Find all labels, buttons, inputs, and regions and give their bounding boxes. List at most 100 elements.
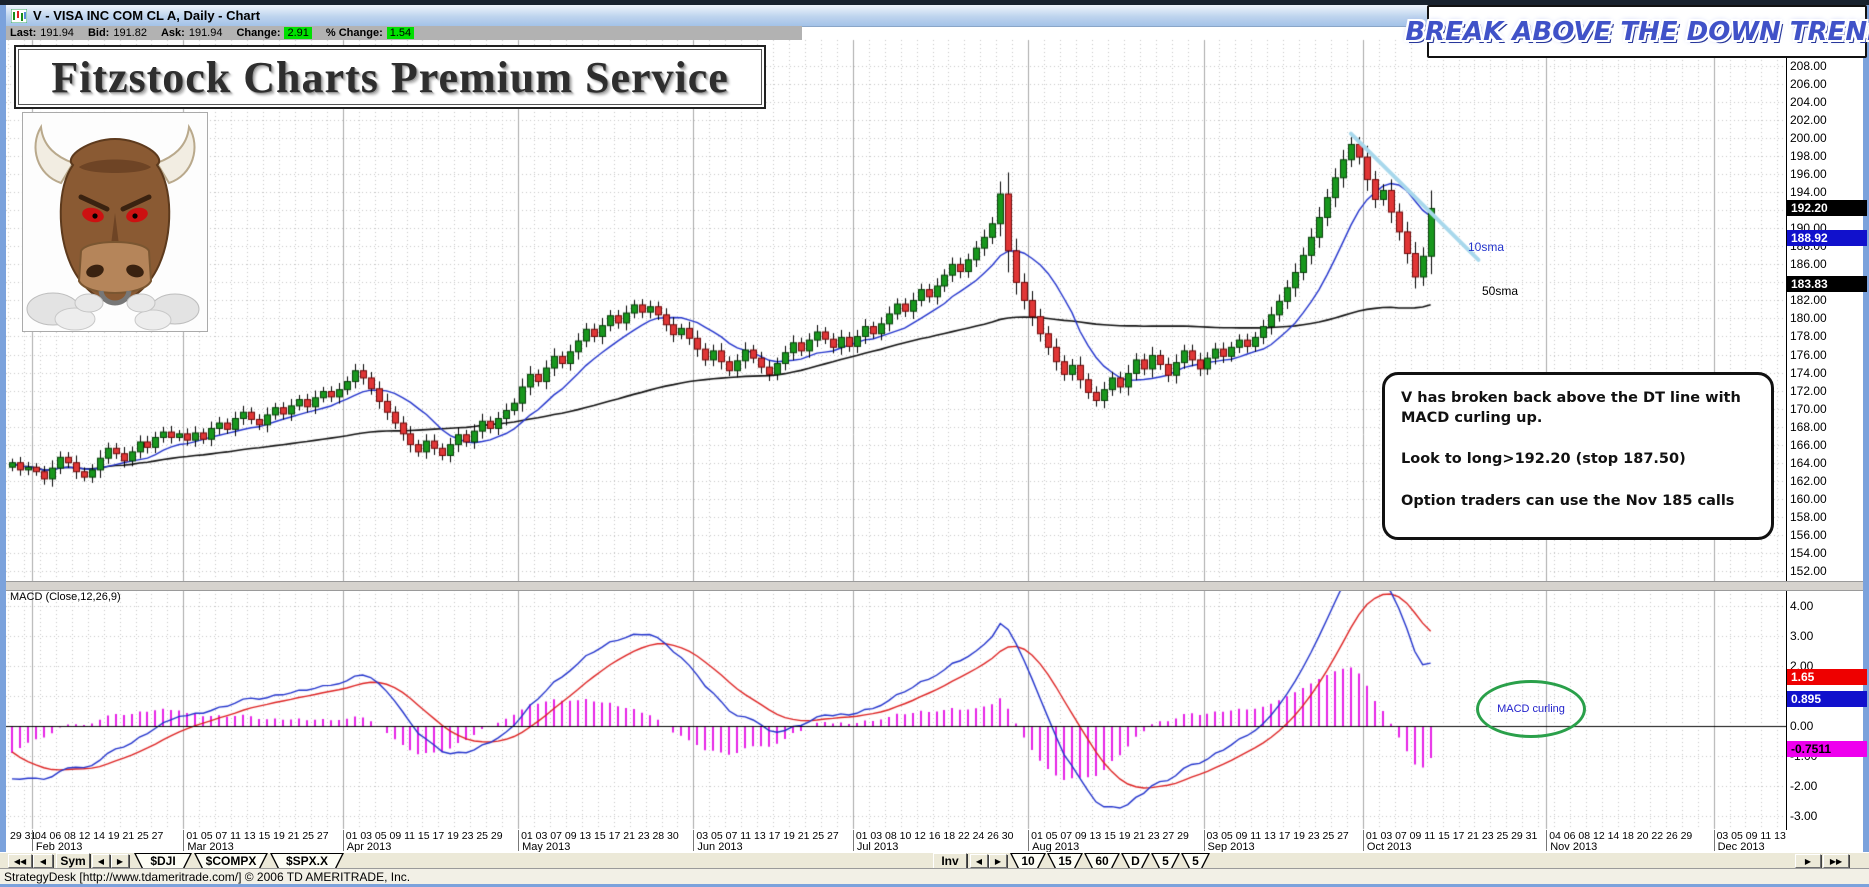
- date-axis-month: 01 03 05 09 11 15 17 19 23 25 29 Apr 2013: [342, 830, 518, 853]
- nav-arrow-button[interactable]: ◀◀: [8, 854, 32, 868]
- panel-separator[interactable]: [6, 581, 1863, 591]
- break-above-banner: BREAK ABOVE THE DOWN TREND: [1405, 5, 1869, 58]
- fitzstock-banner: Fitzstock Charts Premium Service: [14, 45, 766, 109]
- tab-label: $SPX.X: [271, 854, 343, 868]
- trade-note-line-3: Option traders can use the Nov 185 calls: [1401, 492, 1735, 509]
- date-axis-lead: 29 31: [8, 830, 42, 851]
- date-ticks: 03 05 09 11 13 17 19 23 25 27: [1206, 830, 1349, 841]
- quote-bar: Last: 191.94 Bid: 191.82 Ask: 191.94 Cha…: [6, 26, 802, 40]
- month-label: Oct 2013: [1366, 841, 1412, 853]
- price-tick: 176.00: [1790, 347, 1827, 362]
- interval-tab-d[interactable]: D: [1121, 853, 1150, 869]
- price-tick: 164.00: [1790, 455, 1827, 470]
- price-tick: 152.00: [1790, 563, 1827, 578]
- pct-change-label: % Change:: [325, 27, 383, 39]
- price-tick: 206.00: [1790, 77, 1827, 92]
- price-tick: 202.00: [1790, 113, 1827, 128]
- change-value: 2.91: [284, 27, 312, 39]
- date-ticks: 01 03 08 10 12 16 18 22 24 26 30: [855, 830, 1014, 841]
- date-ticks: 01 03 05 09 11 15 17 19 23 25 29: [345, 830, 503, 841]
- pct-change-value: 1.54: [386, 27, 415, 39]
- price-tick: 200.00: [1790, 131, 1827, 146]
- price-tick: 182.00: [1790, 293, 1827, 308]
- price-tick: 208.00: [1790, 59, 1827, 73]
- date-ticks: 01 05 07 09 13 15 19 21 23 27 29: [1031, 830, 1189, 841]
- inv-button[interactable]: Inv: [933, 853, 967, 869]
- trade-note-line-1: V has broken back above the DT line with…: [1401, 390, 1741, 426]
- date-axis-month: 01 03 07 09 13 15 17 21 23 28 30 May 2013: [518, 830, 693, 853]
- month-label: Feb 2013: [35, 841, 83, 853]
- date-ticks: 01 03 07 09 13 15 17 21 23 28 30: [521, 830, 679, 841]
- macd-tick: 3.00: [1790, 629, 1814, 643]
- nav-arrow-button[interactable]: ▶: [111, 854, 129, 868]
- date-axis-month: 01 03 07 09 11 15 17 21 23 25 29 31 Oct 2…: [1362, 830, 1546, 853]
- price-tick: 196.00: [1790, 167, 1827, 182]
- interval-tab-15[interactable]: 15: [1047, 853, 1083, 869]
- fitzstock-banner-text: Fitzstock Charts Premium Service: [51, 52, 729, 102]
- trade-note-box: V has broken back above the DT line with…: [1382, 372, 1774, 540]
- window-frame-right: [1863, 5, 1869, 887]
- date-axis-month: 03 05 09 11 13 17 19 23 25 27 Sep 2013: [1203, 830, 1363, 853]
- axis-value-tag: 183.83: [1787, 275, 1867, 292]
- window-frame-left: [0, 5, 6, 887]
- ask-label: Ask:: [160, 27, 185, 39]
- interval-tab-5[interactable]: 5: [1181, 853, 1210, 869]
- price-tick: 174.00: [1790, 365, 1827, 380]
- macd-curling-highlight: MACD curling: [1476, 680, 1586, 738]
- price-tick: 178.00: [1790, 329, 1827, 344]
- symbol-tab-spxx[interactable]: $SPX.X: [270, 853, 344, 869]
- nav-arrow-button[interactable]: ▶: [989, 854, 1007, 868]
- ask-value: 191.94: [188, 27, 223, 39]
- date-ticks: 01 03 07 09 11 15 17 21 23 25 29 31: [1365, 830, 1538, 841]
- nav-arrow-button[interactable]: ▶▶: [1823, 854, 1849, 868]
- interval-tab-5[interactable]: 5: [1151, 853, 1180, 869]
- tab-label: 5: [1182, 854, 1209, 868]
- month-label: Jul 2013: [856, 841, 899, 853]
- break-above-banner-text: BREAK ABOVE THE DOWN TREND: [1405, 16, 1869, 47]
- tab-label: 10: [1011, 854, 1045, 868]
- interval-tab-60[interactable]: 60: [1084, 853, 1120, 869]
- price-tick: 194.00: [1790, 185, 1827, 200]
- month-label: Mar 2013: [187, 841, 234, 853]
- nav-arrow-button[interactable]: ◀: [33, 854, 53, 868]
- nav-arrow-button[interactable]: ◀: [970, 854, 988, 868]
- date-axis-month: 01 05 07 09 13 15 19 21 23 27 29 Aug 2013: [1028, 830, 1203, 853]
- sym-button[interactable]: Sym: [56, 853, 90, 869]
- macd-tick: 0.00: [1790, 719, 1814, 733]
- symbol-tab-dji[interactable]: $DJI: [134, 853, 192, 869]
- price-tick: 160.00: [1790, 491, 1827, 506]
- tab-label: $DJI: [135, 854, 191, 868]
- last-value: 191.94: [40, 27, 74, 39]
- nav-arrow-button[interactable]: ▶: [1795, 854, 1821, 868]
- price-tick: 198.00: [1790, 149, 1827, 164]
- axis-value-tag: 188.92: [1787, 230, 1867, 247]
- macd-indicator-title: MACD (Close,12,26,9): [10, 591, 121, 603]
- bull-logo-image: [22, 112, 208, 332]
- date-axis-month: 01 03 08 10 12 16 18 22 24 26 30 Jul 2013: [852, 830, 1028, 853]
- date-ticks: 04 06 08 12 14 19 21 25 27: [34, 830, 164, 841]
- price-tick: 162.00: [1790, 473, 1827, 488]
- price-axis-line: [1786, 26, 1787, 830]
- bid-label: Bid:: [87, 27, 110, 39]
- window-title: V - VISA INC COM CL A, Daily - Chart: [33, 8, 261, 23]
- axis-value-tag: 192.20: [1787, 200, 1867, 217]
- price-tick: 158.00: [1790, 509, 1827, 524]
- date-axis-month: 04 06 08 12 14 19 21 25 27 Feb 2013: [31, 830, 183, 853]
- price-tick: 204.00: [1790, 95, 1827, 110]
- axis-value-tag: 0.895: [1787, 691, 1867, 708]
- price-tick: 166.00: [1790, 437, 1827, 452]
- tab-label: 60: [1085, 854, 1119, 868]
- date-axis-month: 03 05 07 11 13 17 19 21 25 27 Jun 2013: [693, 830, 852, 853]
- month-label: Apr 2013: [346, 841, 392, 853]
- date-axis-month: 03 05 09 11 13 Dec 2013: [1713, 830, 1794, 853]
- interval-tab-10[interactable]: 10: [1010, 853, 1046, 869]
- window-titlebar[interactable]: V - VISA INC COM CL A, Daily - Chart: [6, 5, 1863, 27]
- price-tick: 186.00: [1790, 257, 1827, 272]
- date-ticks: 29 31: [10, 830, 37, 841]
- nav-arrow-button[interactable]: ◀: [92, 854, 110, 868]
- symbol-tab-compx[interactable]: $COMPX: [194, 853, 268, 869]
- month-label: Jun 2013: [697, 841, 743, 853]
- top-strip: [0, 0, 1869, 5]
- bull-icon: [26, 123, 200, 331]
